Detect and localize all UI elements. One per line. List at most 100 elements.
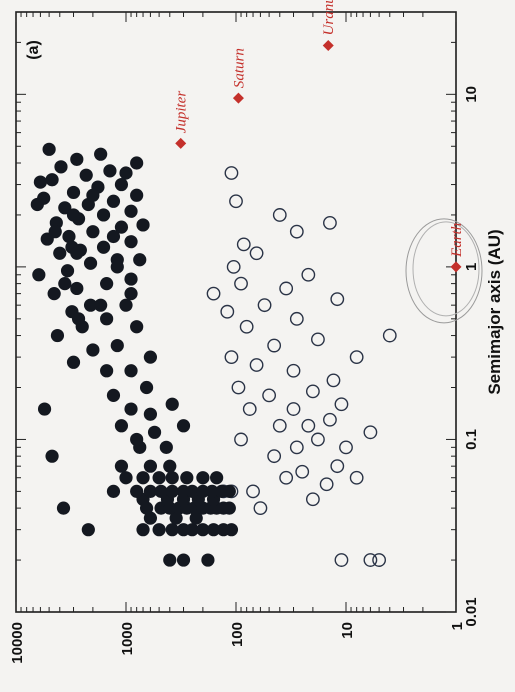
filled-point bbox=[100, 277, 114, 291]
plot-frame bbox=[15, 11, 457, 613]
filled-point bbox=[106, 194, 121, 208]
filled-point bbox=[106, 388, 121, 402]
planet-marker bbox=[322, 39, 334, 51]
x-axis-label: Semimajor axis (AU) bbox=[485, 229, 504, 394]
filled-point bbox=[176, 419, 191, 433]
filled-point bbox=[159, 440, 173, 454]
filled-point bbox=[70, 246, 84, 260]
filled-point bbox=[48, 225, 62, 239]
filled-point bbox=[130, 156, 144, 170]
filled-point bbox=[81, 523, 95, 537]
open-point bbox=[272, 418, 287, 433]
filled-point bbox=[83, 298, 98, 312]
open-point bbox=[305, 492, 320, 507]
filled-point bbox=[210, 471, 224, 485]
filled-point bbox=[86, 343, 100, 357]
open-point bbox=[372, 553, 387, 567]
filled-point bbox=[96, 240, 111, 254]
planet-labels: Jupiter Saturn Uranus Earth bbox=[174, 0, 465, 258]
filled-point bbox=[143, 459, 158, 473]
filled-point bbox=[124, 272, 138, 286]
open-point bbox=[289, 311, 304, 326]
open-point bbox=[242, 402, 257, 416]
filled-point bbox=[152, 523, 166, 537]
filled-point bbox=[196, 523, 210, 537]
open-point bbox=[349, 350, 364, 365]
open-point bbox=[301, 418, 316, 433]
filled-point bbox=[110, 260, 124, 274]
filled-point bbox=[45, 173, 59, 187]
planet-label: Earth bbox=[449, 223, 465, 258]
filled-point bbox=[143, 511, 158, 525]
filled-point bbox=[100, 312, 114, 326]
filled-point bbox=[83, 256, 98, 270]
open-point bbox=[249, 246, 264, 261]
filled-point bbox=[165, 484, 179, 498]
open-point bbox=[289, 224, 304, 239]
filled-point bbox=[136, 523, 150, 537]
planet-label: Uranus bbox=[321, 0, 337, 35]
planet-label: Jupiter bbox=[174, 91, 190, 134]
filled-point bbox=[47, 287, 61, 301]
open-point bbox=[286, 402, 301, 416]
open-point bbox=[239, 319, 254, 334]
filled-point bbox=[86, 188, 100, 202]
filled-point bbox=[58, 201, 72, 215]
open-point bbox=[330, 459, 345, 474]
open-point bbox=[286, 363, 301, 378]
filled-point bbox=[222, 501, 236, 515]
filled-point bbox=[130, 432, 144, 447]
filled-point bbox=[124, 402, 138, 416]
filled-point bbox=[114, 177, 129, 192]
open-point bbox=[267, 338, 282, 353]
open-point bbox=[382, 328, 397, 343]
filled-point bbox=[70, 152, 84, 166]
earth-loop bbox=[412, 221, 480, 317]
filled-point bbox=[58, 277, 72, 291]
filled-point bbox=[50, 328, 65, 343]
earth-orbit-sketch bbox=[405, 218, 483, 324]
planet-marker bbox=[232, 92, 244, 104]
filled-point bbox=[196, 484, 210, 498]
y-tick-label: 10 bbox=[339, 622, 356, 639]
planet-markers bbox=[175, 39, 462, 273]
panel-label: (a) bbox=[25, 40, 42, 60]
open-point bbox=[323, 215, 337, 230]
filled-point bbox=[94, 147, 108, 161]
open-point bbox=[224, 350, 239, 365]
filled-point bbox=[106, 484, 121, 498]
filled-point bbox=[124, 204, 138, 218]
open-point bbox=[231, 380, 246, 395]
open-point bbox=[349, 470, 364, 485]
filled-point bbox=[163, 459, 177, 473]
filled-point bbox=[185, 484, 199, 498]
filled-point bbox=[147, 425, 162, 439]
filled-point bbox=[119, 471, 133, 485]
filled-point bbox=[136, 471, 150, 485]
filled-point bbox=[165, 397, 179, 411]
open-point bbox=[334, 553, 349, 567]
open-point bbox=[295, 464, 310, 479]
filled-point bbox=[94, 298, 108, 312]
filled-point bbox=[66, 355, 81, 369]
open-point bbox=[224, 166, 239, 180]
filled-point bbox=[143, 484, 158, 498]
y-tick-label: 1 bbox=[449, 622, 466, 630]
filled-point bbox=[154, 484, 168, 498]
filled-point bbox=[222, 484, 236, 498]
open-point bbox=[279, 470, 294, 485]
filled-point bbox=[143, 407, 158, 421]
open-point bbox=[330, 292, 345, 307]
open-point bbox=[206, 286, 221, 301]
x-tick-label: 0.01 bbox=[463, 597, 480, 626]
open-point bbox=[301, 267, 316, 282]
filled-point bbox=[53, 246, 67, 260]
filled-point bbox=[163, 553, 177, 567]
filled-point bbox=[33, 175, 48, 189]
filled-point bbox=[45, 449, 59, 463]
open-point bbox=[363, 425, 378, 440]
filled-point bbox=[189, 511, 203, 525]
open-point bbox=[319, 477, 334, 492]
open-point bbox=[253, 501, 268, 516]
